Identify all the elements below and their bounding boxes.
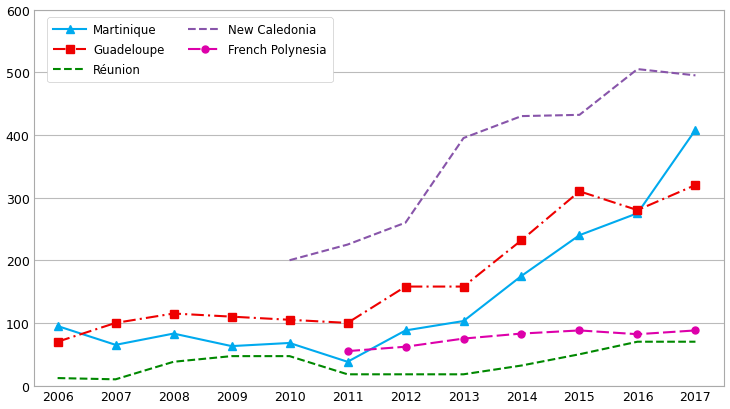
Réunion <box>343 372 352 377</box>
French Polynesia <box>633 332 642 337</box>
Martinique <box>691 128 700 133</box>
New Caledonia <box>575 113 584 118</box>
French Polynesia <box>402 344 410 349</box>
Réunion <box>227 354 236 359</box>
Guadeloupe <box>575 189 584 194</box>
Guadeloupe <box>169 311 178 316</box>
Réunion <box>459 372 468 377</box>
Line: French Polynesia: French Polynesia <box>344 327 699 355</box>
Guadeloupe <box>691 183 700 188</box>
Guadeloupe <box>633 208 642 213</box>
Guadeloupe <box>459 284 468 289</box>
Réunion <box>169 360 178 364</box>
French Polynesia <box>575 328 584 333</box>
Martinique <box>111 343 120 348</box>
Réunion <box>575 352 584 357</box>
Guadeloupe <box>53 339 62 344</box>
Guadeloupe <box>227 315 236 319</box>
Guadeloupe <box>343 321 352 326</box>
New Caledonia <box>402 220 410 225</box>
New Caledonia <box>285 258 294 263</box>
French Polynesia <box>459 336 468 341</box>
Réunion <box>53 376 62 381</box>
Réunion <box>285 354 294 359</box>
Martinique <box>402 328 410 333</box>
Martinique <box>53 324 62 329</box>
Réunion <box>633 339 642 344</box>
Line: Guadeloupe: Guadeloupe <box>53 182 699 346</box>
New Caledonia <box>517 115 526 119</box>
Martinique <box>633 211 642 216</box>
Réunion <box>691 339 700 344</box>
Legend: Martinique, Guadeloupe, Réunion, New Caledonia, French Polynesia: Martinique, Guadeloupe, Réunion, New Cal… <box>47 18 333 83</box>
Martinique <box>517 274 526 279</box>
Réunion <box>111 377 120 382</box>
French Polynesia <box>517 331 526 336</box>
Line: Martinique: Martinique <box>53 126 699 366</box>
Line: New Caledonia: New Caledonia <box>290 70 696 261</box>
Martinique <box>459 319 468 324</box>
Guadeloupe <box>517 238 526 243</box>
New Caledonia <box>691 74 700 79</box>
French Polynesia <box>691 328 700 333</box>
Guadeloupe <box>111 321 120 326</box>
Martinique <box>227 344 236 349</box>
Martinique <box>575 233 584 238</box>
Martinique <box>343 360 352 364</box>
Martinique <box>285 341 294 346</box>
Réunion <box>402 372 410 377</box>
French Polynesia <box>343 349 352 354</box>
Guadeloupe <box>285 317 294 322</box>
Réunion <box>517 363 526 368</box>
New Caledonia <box>633 67 642 72</box>
Guadeloupe <box>402 284 410 289</box>
New Caledonia <box>459 136 468 141</box>
Martinique <box>169 331 178 336</box>
Line: Réunion: Réunion <box>58 342 696 380</box>
New Caledonia <box>343 243 352 247</box>
